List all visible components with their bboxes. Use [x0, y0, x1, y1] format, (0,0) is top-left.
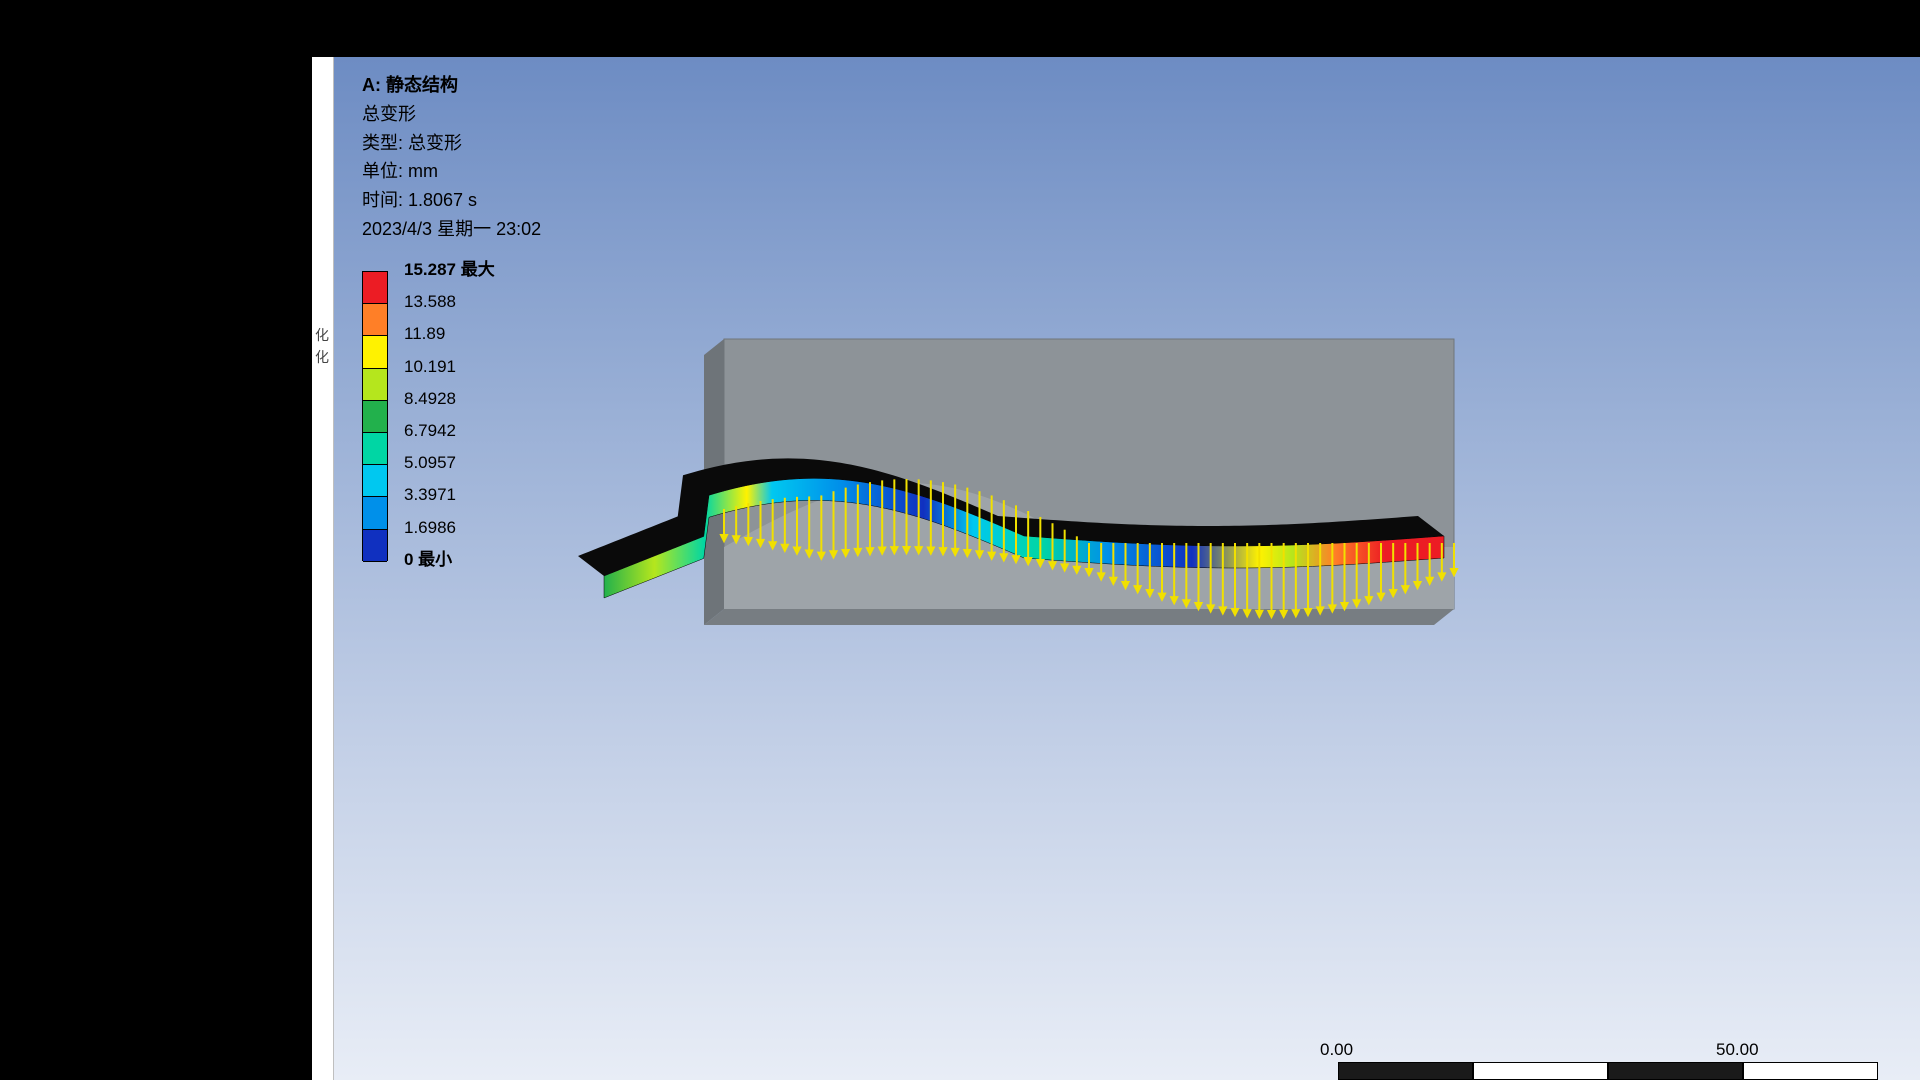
side-glyph-2: 化: [315, 347, 329, 367]
scale-left-label: 0.00: [1320, 1040, 1353, 1060]
side-panel: 化 化: [312, 57, 334, 1080]
viewport-3d[interactable]: A: 静态结构 总变形 类型: 总变形 单位: mm 时间: 1.8067 s …: [334, 57, 1920, 1080]
model-render: [334, 57, 1920, 1080]
scale-segment: [1743, 1062, 1878, 1080]
scale-right-label: 50.00: [1716, 1040, 1759, 1060]
scale-bar: 0.00 50.00: [1338, 1040, 1918, 1080]
letterbox-left: [0, 57, 312, 1080]
scale-segment: [1608, 1062, 1743, 1080]
side-glyph-1: 化: [315, 325, 329, 345]
letterbox-top: [0, 0, 1920, 57]
scale-segment: [1338, 1062, 1473, 1080]
scale-segment: [1473, 1062, 1608, 1080]
